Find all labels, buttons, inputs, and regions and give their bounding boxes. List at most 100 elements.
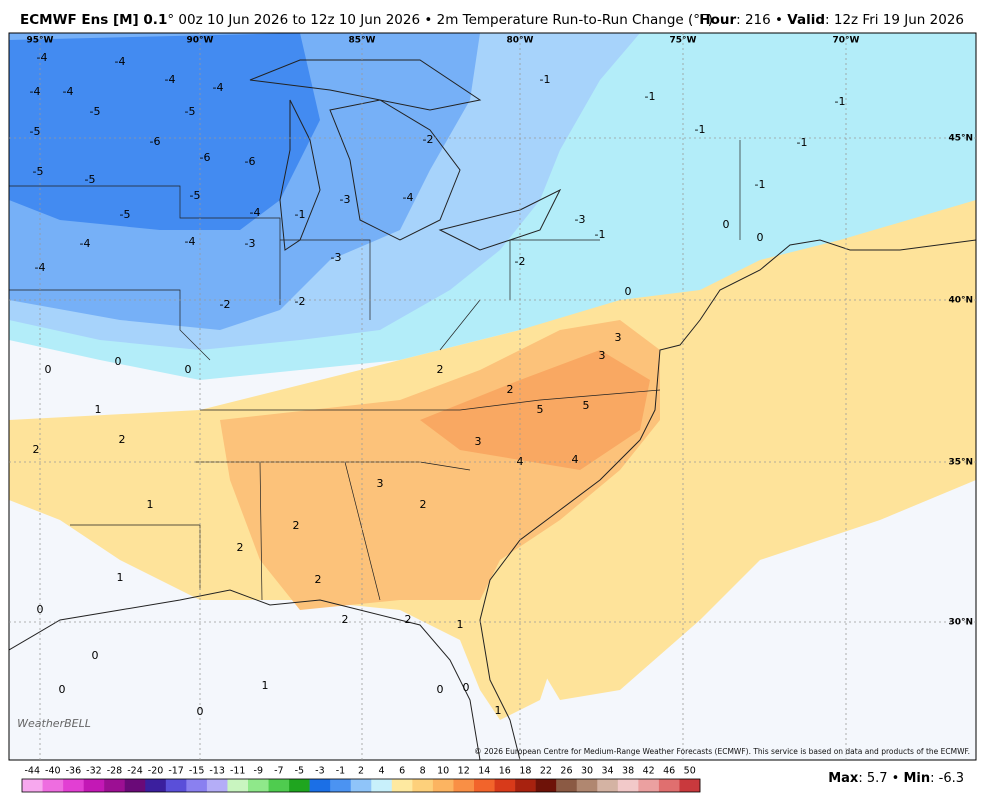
point-value: 5 <box>583 399 590 412</box>
point-value: -6 <box>200 151 211 164</box>
point-value: -5 <box>33 165 44 178</box>
point-value: -5 <box>185 105 196 118</box>
point-value: 2 <box>293 519 300 532</box>
point-values: -4 -4 -4 -4 -4 -4 -5 -5 -5 -6 -6 -6 -5 -5 -5 -4 -5 -4 -4 -4… <box>30 51 846 718</box>
colorbar-label: -17 <box>168 766 184 777</box>
point-value: 1 <box>457 618 464 631</box>
point-value: 0 <box>463 681 470 694</box>
point-value: -1 <box>755 178 766 191</box>
colorbar-swatch <box>638 779 660 792</box>
colorbar-swatch <box>145 779 167 792</box>
lat-label: 30°N <box>948 618 973 628</box>
point-value: 2 <box>315 573 322 586</box>
fields <box>9 33 976 760</box>
field-yellow-ocean <box>520 360 976 700</box>
colorbar-frame <box>21 778 701 793</box>
colorbar-label: -11 <box>230 766 246 777</box>
point-value: -4 <box>250 206 261 219</box>
point-value: 0 <box>92 649 99 662</box>
colorbar-swatch <box>556 779 578 792</box>
point-value: -1 <box>835 95 846 108</box>
colorbar-swatch <box>535 779 557 792</box>
colorbar-label: 30 <box>581 766 593 777</box>
point-value: -4 <box>30 85 41 98</box>
colorbar-label: -5 <box>295 766 304 777</box>
colorbar-swatch <box>83 779 105 792</box>
min-value: : -6.3 <box>930 771 964 786</box>
colorbar-swatch <box>22 779 43 792</box>
colorbar-label: 16 <box>499 766 511 777</box>
lon-label: 70°W <box>833 36 860 46</box>
colorbar-label: 22 <box>540 766 552 777</box>
colorbar-label: 2 <box>358 766 364 777</box>
point-value: -1 <box>595 228 606 241</box>
colorbar-swatch <box>658 779 680 792</box>
point-value: -5 <box>90 105 101 118</box>
point-value: 0 <box>59 683 66 696</box>
colorbar-swatch <box>206 779 228 792</box>
coastline-east <box>479 239 976 760</box>
colorbar-label: -40 <box>45 766 61 777</box>
point-value: -4 <box>35 261 46 274</box>
max-label: Max <box>828 771 859 786</box>
point-value: -1 <box>695 123 706 136</box>
point-value: -4 <box>165 73 176 86</box>
colorbar-swatch <box>391 779 413 792</box>
colorbar-label: -3 <box>315 766 324 777</box>
model: ECMWF Ens [M] 0.1 <box>20 12 168 28</box>
point-value: 2 <box>33 443 40 456</box>
point-value: 1 <box>147 498 154 511</box>
min-label: Min <box>903 771 931 786</box>
point-value: 0 <box>437 683 444 696</box>
lon-label: 75°W <box>670 36 697 46</box>
point-value: 2 <box>237 541 244 554</box>
colorbar-label: -9 <box>254 766 263 777</box>
colorbar-label: -44 <box>25 766 41 777</box>
point-value: 0 <box>185 363 192 376</box>
valid-label: Valid <box>787 12 826 28</box>
point-value: 3 <box>475 435 482 448</box>
point-value: 2 <box>405 613 412 626</box>
point-value: 3 <box>599 349 606 362</box>
great-lakes <box>249 59 562 251</box>
colorbar-swatch <box>248 779 269 792</box>
point-value: -2 <box>515 255 526 268</box>
colorbar-label: 12 <box>458 766 470 777</box>
point-value: 1 <box>95 403 102 416</box>
colorbar-label: -7 <box>274 766 283 777</box>
colorbar-label: -24 <box>127 766 143 777</box>
header: ECMWF Ens [M] 0.1° 00z 10 Jun 2026 to 12… <box>20 12 713 28</box>
point-value: 0 <box>45 363 52 376</box>
colorbar-label: 46 <box>663 766 675 777</box>
point-value: 3 <box>615 331 622 344</box>
colorbar-label: -20 <box>148 766 164 777</box>
point-value: 1 <box>262 679 269 692</box>
lat-label: 40°N <box>948 296 973 306</box>
point-value: -3 <box>245 237 256 250</box>
colorbar-label: 14 <box>478 766 490 777</box>
colorbar-swatch <box>309 779 331 792</box>
point-value: -5 <box>85 173 96 186</box>
colorbar-label: 34 <box>601 766 613 777</box>
point-value: 2 <box>437 363 444 376</box>
colorbar-label: 50 <box>684 766 696 777</box>
point-value: -4 <box>37 51 48 64</box>
colorbar-label: -13 <box>209 766 225 777</box>
lon-label: 95°W <box>27 36 54 46</box>
field-darkblue <box>9 33 320 230</box>
point-value: 2 <box>342 613 349 626</box>
point-value: 2 <box>420 498 427 511</box>
colorbar-label: 26 <box>560 766 572 777</box>
colorbar-swatch <box>515 779 536 792</box>
point-value: -3 <box>575 213 586 226</box>
colorbar-label: 6 <box>399 766 405 777</box>
colorbar-label: -15 <box>189 766 205 777</box>
colorbar-swatch <box>494 779 516 792</box>
colorbar-swatch <box>268 779 290 792</box>
colorbar-swatch <box>597 779 619 792</box>
point-value: 0 <box>115 355 122 368</box>
lat-label: 45°N <box>948 134 973 144</box>
colorbar-label: 8 <box>420 766 426 777</box>
